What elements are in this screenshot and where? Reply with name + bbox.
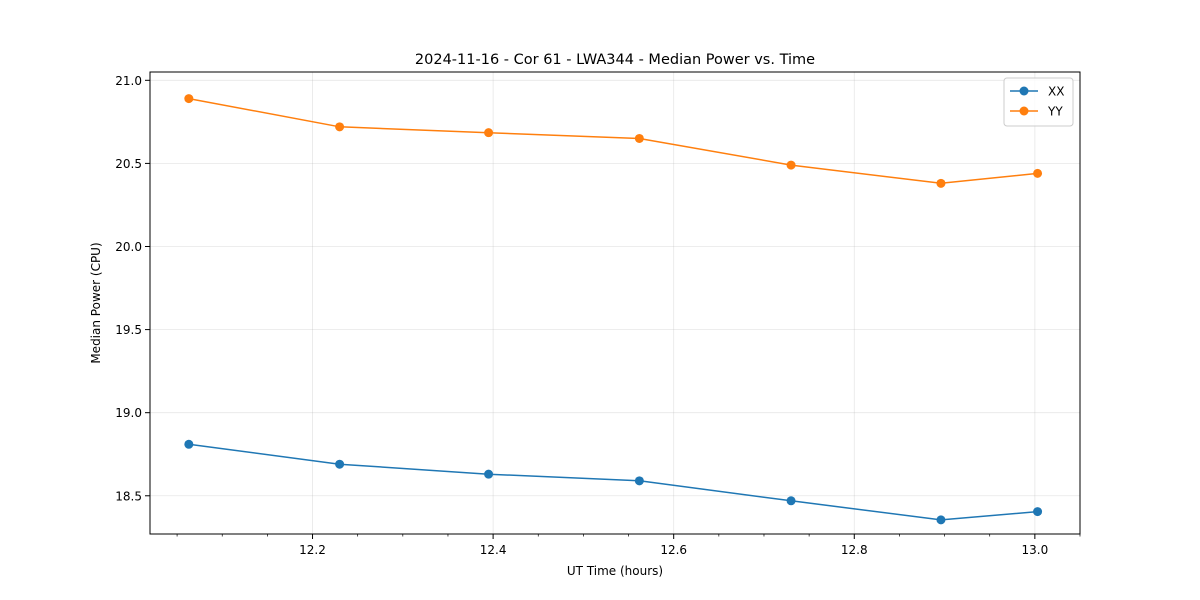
series-point-yy (786, 160, 796, 170)
x-tick-label: 12.2 (299, 543, 326, 557)
series-point-yy (335, 122, 345, 132)
series-point-yy (1033, 168, 1043, 178)
x-axis-label: UT Time (hours) (567, 564, 663, 578)
y-tick-label: 18.5 (115, 489, 142, 503)
series-point-yy (634, 133, 644, 143)
y-axis: 18.5 19.0 19.5 20.0 20.5 21.0 (115, 74, 150, 503)
series-point-xx (484, 469, 494, 479)
x-tick-label: 12.4 (480, 543, 507, 557)
x-tick-label: 12.6 (660, 543, 687, 557)
series-point-yy (484, 128, 494, 138)
series-point-yy (936, 178, 946, 188)
y-tick-label: 20.5 (115, 157, 142, 171)
series-point-xx (184, 439, 194, 449)
x-tick-label: 13.0 (1021, 543, 1048, 557)
legend-marker-yy (1019, 106, 1029, 116)
legend-label-yy: YY (1047, 105, 1063, 119)
y-tick-label: 20.0 (115, 240, 142, 254)
y-tick-label: 19.0 (115, 406, 142, 420)
grid (150, 72, 1080, 534)
series-point-xx (1033, 507, 1043, 517)
series-point-xx (335, 459, 345, 469)
legend-label-xx: XX (1048, 85, 1064, 99)
x-tick-label: 12.8 (841, 543, 868, 557)
y-tick-label: 19.5 (115, 323, 142, 337)
series-point-xx (786, 496, 796, 506)
series-point-yy (184, 94, 194, 104)
plot-frame (149, 71, 1081, 535)
series-point-xx (634, 476, 644, 486)
y-tick-label: 21.0 (115, 74, 142, 88)
legend-marker-xx (1019, 86, 1029, 96)
series-point-xx (936, 515, 946, 525)
chart-title: 2024-11-16 - Cor 61 - LWA344 - Median Po… (415, 52, 815, 68)
series-layer (184, 94, 1043, 525)
y-axis-label: Median Power (CPU) (89, 242, 103, 363)
legend: XX YY (1003, 77, 1074, 127)
x-axis: 12.2 12.4 12.6 12.8 13.0 (176, 534, 1081, 557)
